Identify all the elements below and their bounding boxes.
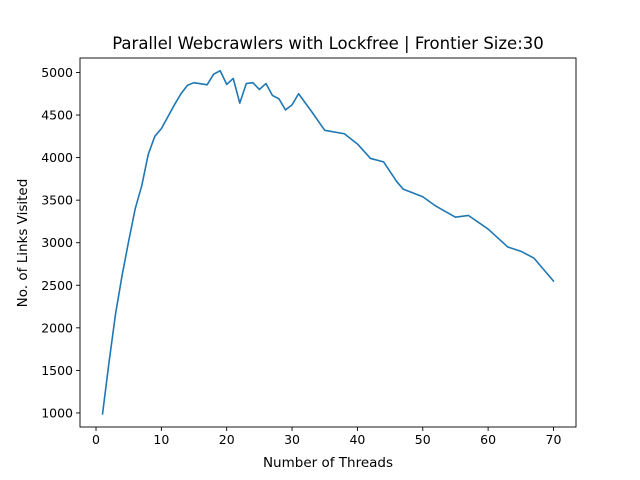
y-tick-label: 2000: [41, 320, 73, 335]
plot-frame: [79, 57, 577, 428]
x-tick-label: 30: [284, 432, 300, 447]
y-tick-label: 1000: [41, 405, 73, 420]
y-tick-label: 5000: [41, 65, 73, 80]
x-tick-label: 50: [415, 432, 431, 447]
y-tick-label: 1500: [41, 363, 73, 378]
x-tick-label: 20: [219, 432, 235, 447]
chart-title: Parallel Webcrawlers with Lockfree | Fro…: [112, 34, 544, 53]
x-tick-label: 40: [349, 432, 365, 447]
y-tick-label: 4500: [41, 108, 73, 123]
y-tick-label: 3000: [41, 235, 73, 250]
y-tick-label: 4000: [41, 150, 73, 165]
y-axis-label: No. of Links Visited: [15, 179, 31, 308]
x-tick-label: 70: [546, 432, 562, 447]
plot-area: 0 10 20 30 40 50 60 70 1000 1500 2000 2500 3000 3500 4…: [41, 57, 577, 447]
y-tick-label: 3500: [41, 193, 73, 208]
x-tick-label: 0: [92, 432, 100, 447]
x-tick-label: 10: [153, 432, 169, 447]
x-tick-label: 60: [480, 432, 496, 447]
series-line-0: [101, 69, 555, 415]
y-tick-label: 2500: [41, 278, 73, 293]
x-axis-label: Number of Threads: [263, 455, 393, 471]
